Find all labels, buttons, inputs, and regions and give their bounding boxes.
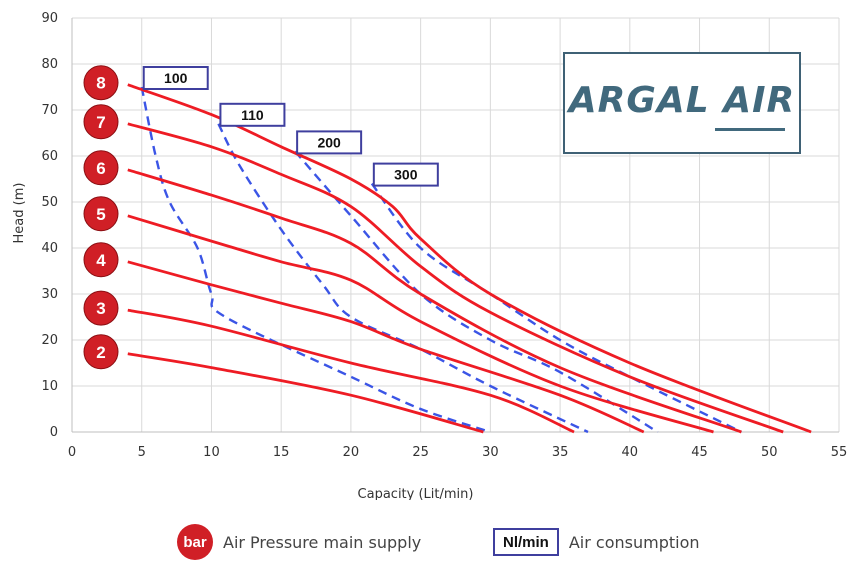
x-axis-title: Capacity (Lit/min) [358,487,474,500]
air-label-box [142,66,209,90]
y-tick-label: 50 [41,195,58,210]
pressure-badge-3: 3 [83,290,119,326]
air-label-text: 200 [317,134,341,150]
air-curve-200 [294,150,659,434]
brand-logo: ARGAL AIR [568,80,796,121]
y-tick-labels: 0 10 20 30 40 50 60 70 80 90 [41,11,58,440]
x-tick-label: 35 [552,445,569,460]
air-label-box [219,102,286,127]
pressure-badge-label: 8 [96,74,105,93]
pressure-badge-circle [83,196,119,232]
logo-underline [715,128,785,131]
bar-badge: bar [177,524,213,560]
air-consumption-labels: 100 110 200 300 [142,66,439,187]
x-tick-label: 10 [203,445,220,460]
air-label-text: 300 [394,167,418,183]
pressure-badge-circle [83,150,119,186]
x-tick-label: 5 [138,445,146,460]
pressure-badges: 2 3 4 5 6 7 8 [83,65,119,370]
x-tick-label: 0 [68,445,76,460]
x-tick-labels: 0 5 10 15 20 25 30 35 40 45 50 55 [68,445,847,460]
x-tick-label: 45 [691,445,708,460]
y-tick-label: 10 [41,379,58,394]
y-tick-label: 60 [41,149,58,164]
brand-logo-box: ARGAL AIR [563,52,801,154]
pressure-badge-7: 7 [83,104,119,140]
y-tick-label: 0 [50,425,58,440]
y-tick-label: 80 [41,57,58,72]
air-curve-110 [217,123,589,434]
pressure-curve-3 [127,308,575,434]
y-tick-label: 30 [41,287,58,302]
air-consumption-curves [140,86,742,434]
legend-air: Nl/min Air consumption [493,522,700,562]
pressure-badge-2: 2 [83,334,119,370]
air-label-box [372,162,439,187]
pressure-badge-6: 6 [83,150,119,186]
pressure-badge-circle [83,334,119,370]
x-tick-label: 50 [761,445,778,460]
pressure-badge-5: 5 [83,196,119,232]
y-axis-title: Head (m) [12,183,27,244]
pressure-badge-label: 4 [96,251,106,270]
y-tick-label: 70 [41,103,58,118]
x-tick-label: 40 [622,445,639,460]
air-label-100: 100 [142,66,209,90]
pressure-curve-6 [127,168,742,434]
pressure-badge-label: 6 [96,159,105,178]
air-label-text: 110 [241,107,264,123]
air-label-text: 100 [164,70,188,86]
legend-pressure-label: Air Pressure main supply [223,532,422,552]
y-tick-label: 90 [41,11,58,26]
performance-chart: 0 5 10 15 20 25 30 35 40 45 50 55 01020304050607080… [12,11,847,500]
x-tick-label: 55 [831,445,848,460]
x-tick-label: 15 [273,445,290,460]
pressure-curve-4 [127,260,645,434]
pressure-badge-label: 7 [96,113,105,132]
pressure-badge-label: 2 [96,343,105,362]
air-label-300: 300 [372,162,439,187]
pressure-badge-label: 3 [96,299,105,318]
pressure-curve-2 [127,352,484,434]
legend-pressure: bar Air Pressure main supply [177,522,421,562]
pressure-curve-5 [127,214,714,434]
pressure-badge-8: 8 [83,65,119,101]
air-curve-300 [370,182,742,434]
legend-air-label: Air consumption [568,532,700,552]
pressure-badge-circle [83,104,119,140]
air-label-200: 200 [296,130,363,155]
air-label-box [296,130,363,155]
x-tick-label: 30 [482,445,499,460]
air-curve-100 [140,86,491,434]
pressure-badge-4: 4 [83,242,119,278]
pressure-badge-circle [83,242,119,278]
x-tick-label: 25 [412,445,429,460]
y-tick-label: 40 [41,241,58,256]
air-label-110: 110 [219,102,286,127]
y-tick-label: 20 [41,333,58,348]
pressure-badge-label: 5 [96,205,105,224]
pressure-curve-7 [127,122,784,434]
x-tick-label: 20 [343,445,360,460]
pressure-badge-circle [83,65,119,101]
nl-badge: Nl/min [493,528,559,556]
pressure-badge-circle [83,290,119,326]
